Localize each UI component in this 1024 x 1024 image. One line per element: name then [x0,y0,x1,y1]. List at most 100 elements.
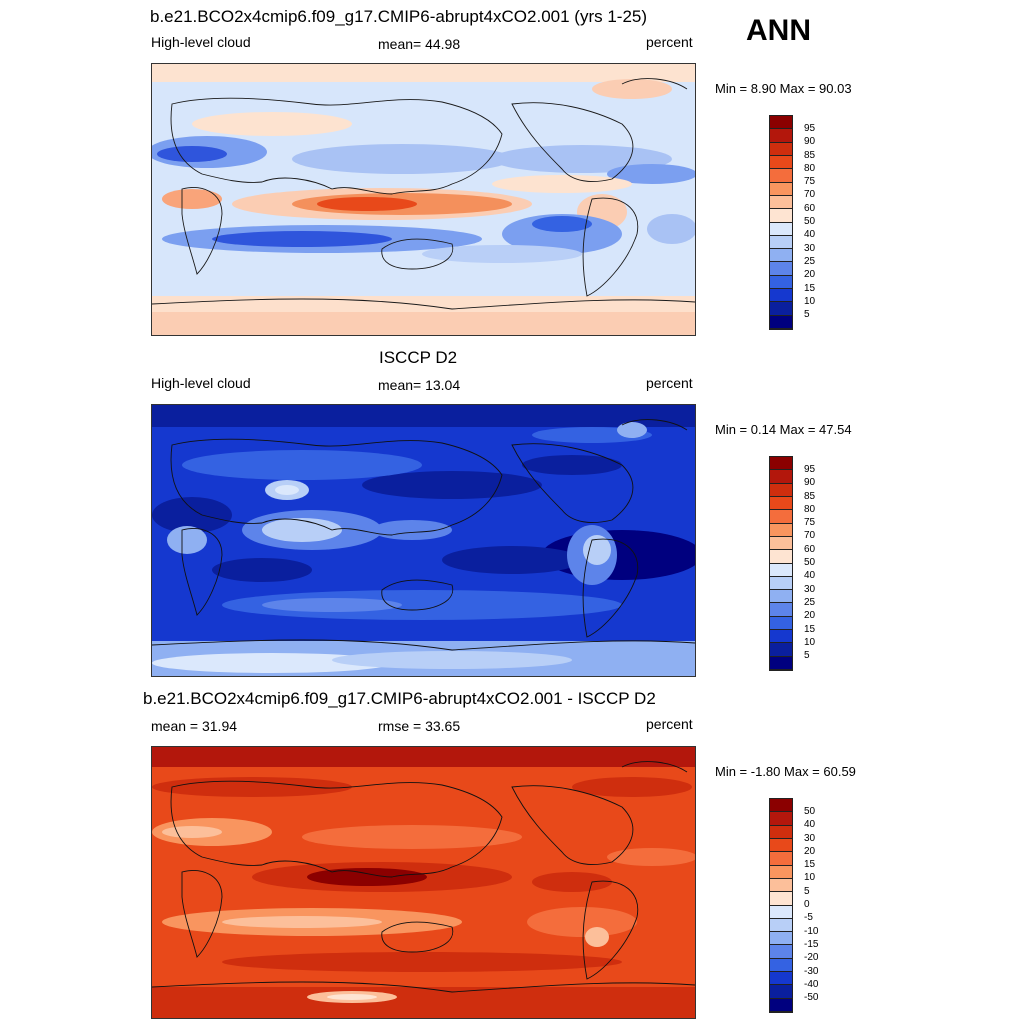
colorbar-swatch [770,249,792,263]
colorbar-tick-label: 70 [804,189,816,201]
colorbar-tick-label: 15 [804,282,816,294]
colorbar-swatch [770,116,792,130]
colorbar-swatch [770,616,792,631]
colorbar-swatch [770,563,792,577]
colorbar-tick-label: 25 [804,255,816,267]
colorbar-swatch [770,590,792,604]
colorbar-swatch [770,576,792,591]
colorbar-tick-label: 0 [804,899,810,911]
colorbar-tick-label: 85 [804,149,816,161]
colorbar-swatch [770,457,792,471]
panel3-minmax: Min = -1.80 Max = 60.59 [715,764,856,779]
colorbar-swatch [770,852,792,866]
colorbar-swatch [770,550,792,564]
panel1-minmax: Min = 8.90 Max = 90.03 [715,81,852,96]
colorbar-swatch [770,510,792,524]
colorbar-tick-label: 5 [804,885,810,897]
panel3-center-label: rmse = 33.65 [378,718,461,734]
colorbar-swatch [770,812,792,826]
colorbar-swatch [770,129,792,143]
colorbar-swatch [770,878,792,893]
panel2-right-label: percent [646,375,693,391]
colorbar-swatch [770,603,792,617]
colorbar-swatch [770,262,792,276]
colorbar-swatch [770,656,792,670]
colorbar-tick-label: 90 [804,136,816,148]
colorbar-tick-label: -40 [804,978,819,990]
colorbar-tick-label: 50 [804,806,816,817]
panel1-left-label: High-level cloud [151,34,251,50]
colorbar-tick-label: -15 [804,938,819,950]
colorbar-tick-label: -5 [804,912,813,924]
colorbar-tick-label: 50 [804,557,816,569]
colorbar-swatch [770,865,792,879]
colorbar-tick-label: 20 [804,269,816,281]
colorbar-tick-label: 40 [804,819,816,831]
colorbar-tick-label: 10 [804,636,816,648]
colorbar-swatch [770,302,792,316]
colorbar-swatch [770,222,792,236]
colorbar-swatch [770,195,792,210]
colorbar-tick-label: 30 [804,583,816,595]
colorbar-swatch [770,972,792,986]
colorbar-swatch [770,536,792,551]
colorbar-swatch [770,630,792,644]
colorbar-tick-label: 95 [804,464,816,475]
colorbar-tick-label: 10 [804,872,816,884]
colorbar-swatch [770,315,792,329]
panel1-colorbar-labels: 95 90 85 80 75 70 60 50 40 30 25 20 15 10 5 [804,122,815,321]
colorbar-swatch [770,799,792,813]
colorbar-tick-label: 30 [804,242,816,254]
panel2-title: ISCCP D2 [379,348,458,367]
panel3-right-label: percent [646,716,693,732]
panel1-right-label: percent [646,34,693,50]
panel1-title: b.e21.BCO2x4cmip6.f09_g17.CMIP6-abrupt4x… [150,7,648,26]
colorbar-tick-label: 60 [804,202,816,214]
colorbar-tick-label: 90 [804,477,816,489]
colorbar-tick-label: 15 [804,859,816,871]
colorbar-swatch [770,932,792,946]
colorbar-swatch [770,643,792,657]
colorbar-tick-label: 50 [804,216,816,228]
colorbar-tick-label: 15 [804,623,816,635]
colorbar-tick-label: -50 [804,992,819,1004]
colorbar-tick-label: 70 [804,530,816,542]
colorbar-tick-label: 10 [804,295,816,307]
colorbar-tick-label: 95 [804,123,816,134]
panel2-center-label: mean= 13.04 [378,377,461,393]
colorbar-tick-label: -20 [804,952,819,964]
colorbar-tick-label: 20 [804,610,816,622]
panel3-left-label: mean = 31.94 [151,718,238,734]
colorbar-tick-label: 5 [804,650,810,662]
panel2-map-field [152,405,695,676]
panel3-title: b.e21.BCO2x4cmip6.f09_g17.CMIP6-abrupt4x… [143,689,656,708]
panel2-colorbar-labels: 95 90 85 80 75 70 60 50 40 30 25 20 15 10 5 [804,463,815,662]
colorbar-swatch [770,155,792,170]
colorbar-swatch [770,958,792,973]
colorbar-swatch [770,496,792,511]
colorbar-tick-label: -30 [804,965,819,977]
panel1-map-field [152,64,695,335]
panel2-left-label: High-level cloud [151,375,251,391]
colorbar-tick-label: 40 [804,229,816,241]
colorbar-swatch [770,235,792,250]
colorbar-tick-label: 75 [804,176,816,188]
colorbar-swatch [770,905,792,919]
colorbar-swatch [770,523,792,537]
colorbar-tick-label: 5 [804,309,810,321]
colorbar-swatch [770,142,792,156]
colorbar-swatch [770,838,792,853]
panel3-colorbar-labels: 50 40 30 20 15 10 5 0 -5 -10 -15 -20 -30 -40 -50 [804,805,818,1004]
colorbar-tick-label: 60 [804,543,816,555]
colorbar-tick-label: 30 [804,832,816,844]
colorbar-tick-label: 20 [804,845,816,857]
panel2-minmax: Min = 0.14 Max = 47.54 [715,422,852,437]
colorbar-swatch [770,985,792,999]
colorbar-tick-label: 80 [804,503,816,515]
colorbar-swatch [770,470,792,484]
colorbar-swatch [770,918,792,933]
season-label: ANN [746,14,811,47]
colorbar-tick-label: 75 [804,517,816,529]
panel2-map [151,404,696,677]
panel3-map-field [152,747,695,1018]
